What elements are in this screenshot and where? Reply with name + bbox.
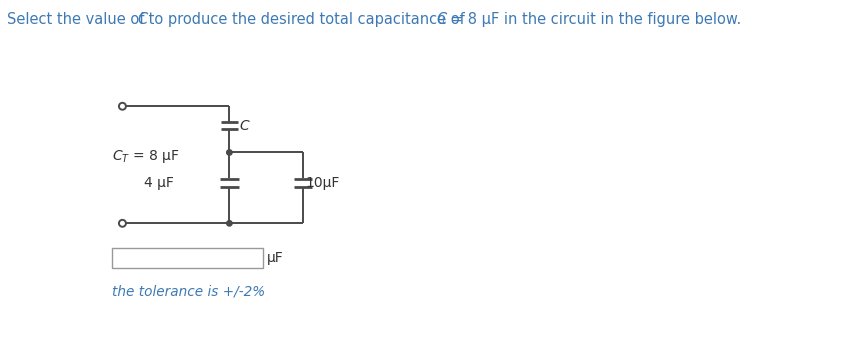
Text: μF: μF <box>266 251 283 265</box>
Text: ₜ = 8 μF in the circuit in the figure below.: ₜ = 8 μF in the circuit in the figure be… <box>443 12 742 27</box>
Text: C: C <box>239 119 250 132</box>
Text: to produce the desired total capacitance of: to produce the desired total capacitance… <box>143 12 469 27</box>
Text: C: C <box>436 12 446 27</box>
Circle shape <box>119 220 126 227</box>
Text: the tolerance is +/-2%: the tolerance is +/-2% <box>111 285 265 299</box>
Circle shape <box>227 150 232 155</box>
Text: 10μF: 10μF <box>305 176 340 190</box>
Text: Select the value of: Select the value of <box>7 12 149 27</box>
Text: $C_T$ = 8 μF: $C_T$ = 8 μF <box>111 148 180 165</box>
Bar <box>111 248 263 268</box>
Circle shape <box>119 103 126 110</box>
Text: 4 μF: 4 μF <box>143 176 174 190</box>
Circle shape <box>227 221 232 226</box>
Text: C: C <box>137 12 148 27</box>
